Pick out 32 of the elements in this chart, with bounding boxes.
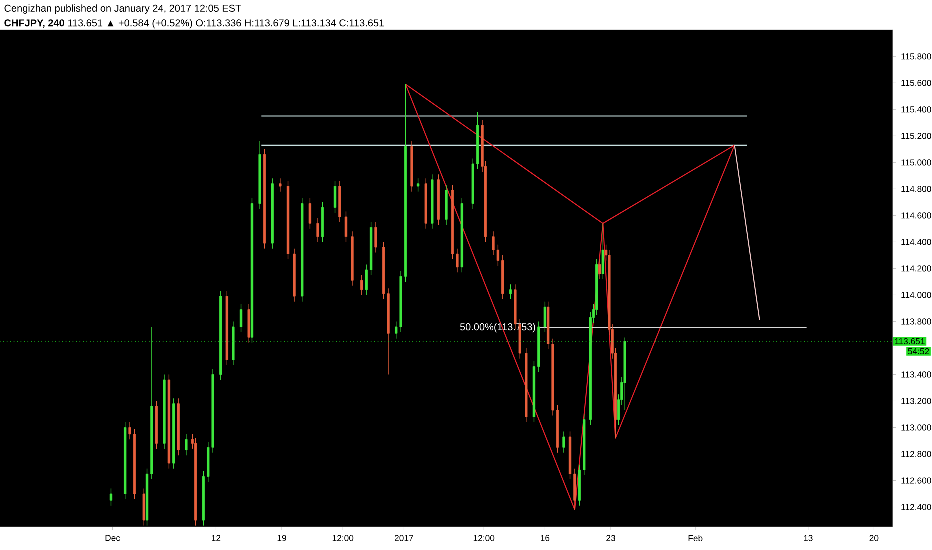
y-tick-label: 113.200 [902,398,932,404]
y-tick-label: 114.200 [902,266,932,272]
x-tick-label: 12:00 [332,535,354,542]
x-tick-label: 2017 [394,535,414,542]
y-tick-label: 115.800 [902,54,932,60]
x-tick-label: 23 [606,535,616,542]
x-tick-label: 19 [278,535,286,542]
x-tick-label: 13 [804,535,813,542]
y-tick-label: 115.000 [902,160,932,166]
x-tick-label: 12 [212,535,221,542]
y-tick-label: 115.600 [902,80,932,86]
y-tick-label: 112.400 [902,504,932,510]
x-tick-label: 20 [870,535,879,542]
x-tick-label: Dec [106,535,120,542]
y-tick-label: 114.000 [902,292,932,298]
y-tick-label: 113.400 [902,372,932,378]
y-tick-label: 114.600 [902,212,932,219]
y-tick-label: 115.400 [902,106,932,113]
chart-subtitle: CHFJPY, 240 113.651 ▲ +0.584 (+0.52%) O:113.336 H:113.679 L:113.134 C:113.651 [4,19,384,29]
y-tick-label: 114.800 [902,186,932,192]
y-tick-label: 112.800 [902,451,932,458]
x-tick-label: Feb [688,535,703,542]
x-tick-label: 16 [541,535,550,542]
x-tick-label: 12:00 [474,535,495,542]
y-tick-label: 115.200 [902,133,932,140]
chart-title: Cengizhan published on January 24, 2017 12:05 EST [4,4,242,14]
y-tick-label: 113.000 [902,424,932,431]
y-tick-label: 114.400 [902,239,932,246]
ref-line-label: 113.651 [895,338,925,345]
y-tick-label: 113.800 [902,318,932,325]
text: 54:52 [908,348,930,355]
y-tick-label: 112.600 [902,478,932,484]
